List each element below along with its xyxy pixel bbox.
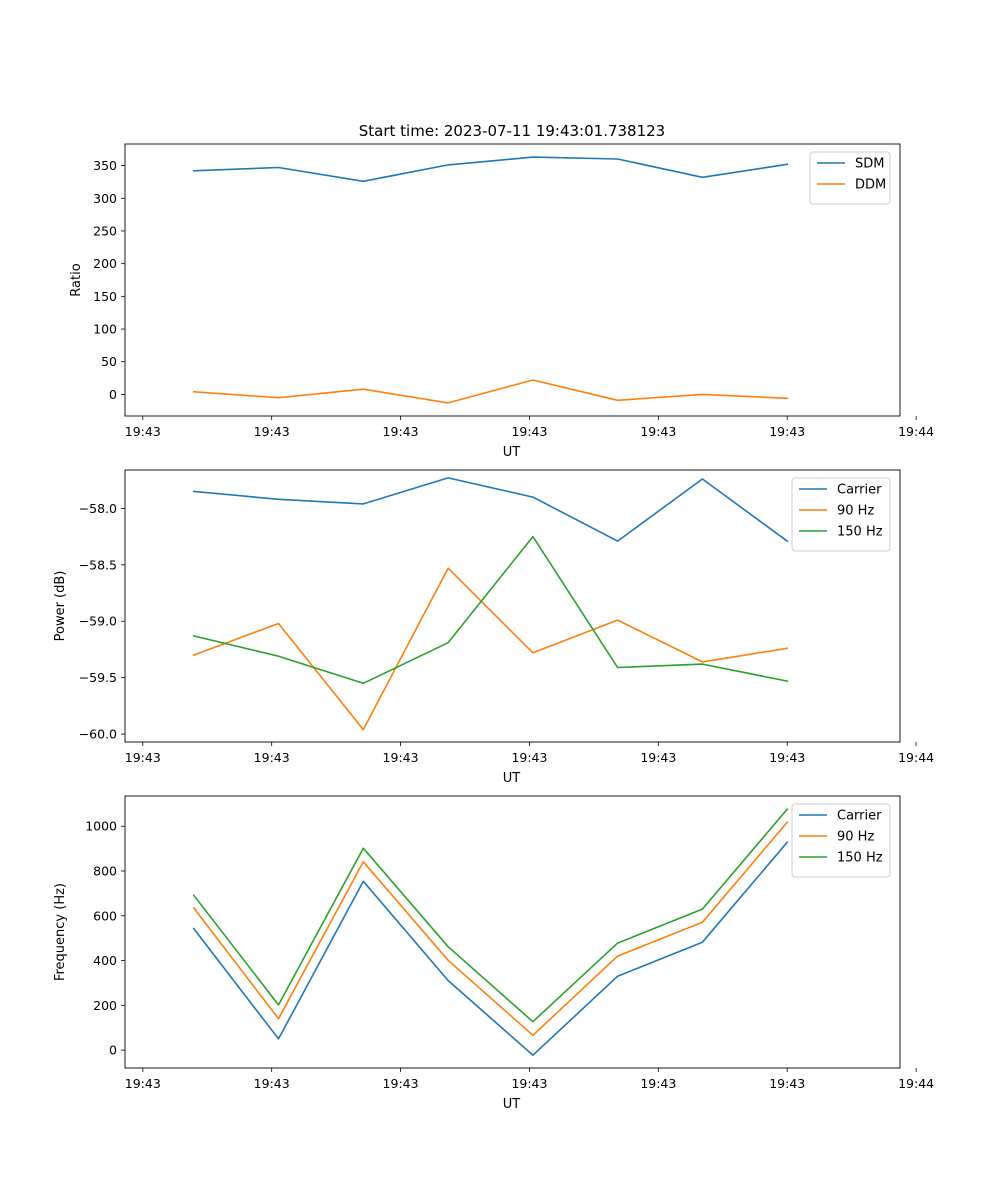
panel-2-x-tick-label: 19:43 [125, 750, 161, 765]
panel-3-series-line-1 [192, 841, 789, 1056]
panel-2-legend: Carrier 90 Hz 150 Hz [791, 477, 891, 552]
panel-3-legend: Carrier 90 Hz 150 Hz [791, 803, 891, 878]
panel-2-x-tick-label: 19:43 [769, 750, 805, 765]
panel-3-legend-label-2: 90 Hz [837, 830, 874, 845]
panel-1-series-group [192, 156, 789, 404]
panel-2-x-tick-label: 19:44 [898, 750, 934, 765]
panel-1-y-tick-label: 150 [93, 289, 117, 304]
panel-2-x-tick-label: 19:43 [254, 750, 290, 765]
panel-1: 19:43 19:43 19:43 19:43 19:43 19:43 19:44 0 50 10… [69, 143, 934, 460]
panel-3-series-line-2 [192, 821, 789, 1037]
panel-2-axes-frame [124, 469, 901, 743]
panel-1-x-tick-label: 19:43 [125, 424, 161, 439]
panel-3-y-tick-label: 200 [93, 998, 117, 1013]
panel-2-x-tick-label: 19:43 [640, 750, 676, 765]
panel-2-y-tick-label: −58.0 [79, 501, 117, 516]
panel-3-y-tick-label: 800 [93, 863, 117, 878]
panel-3-x-tick-label: 19:43 [769, 1076, 805, 1091]
panel-2: 19:43 19:43 19:43 19:43 19:43 19:43 19:44 −60.0… [53, 469, 934, 786]
panel-3-y-tick-label: 1000 [85, 819, 117, 834]
panel-3-x-tick-label: 19:43 [383, 1076, 419, 1091]
panel-3-y-tick-label: 600 [93, 908, 117, 923]
panel-3-axes-frame [124, 795, 901, 1069]
panel-3-legend-label-1: Carrier [837, 809, 882, 824]
panel-2-y-tick-label: −58.5 [79, 557, 117, 572]
panel-2-legend-box [791, 477, 891, 552]
panel-3-x-axis-label: UT [503, 1097, 521, 1112]
panel-2-y-tick-label: −59.5 [79, 670, 117, 685]
panel-1-x-tick-label: 19:44 [898, 424, 934, 439]
panel-1-y-tick-label: 0 [109, 387, 117, 402]
panel-2-series-line-1 [192, 477, 789, 543]
panel-1-series-line-2 [192, 379, 789, 404]
panel-2-x-axis-label: UT [503, 771, 521, 786]
chart-title: Start time: 2023-07-11 19:43:01.738123 [359, 122, 665, 140]
panel-2-y-tick-label: −59.0 [79, 614, 117, 629]
panel-1-axes-frame [124, 143, 901, 417]
panel-1-y-tick-label: 350 [93, 158, 117, 173]
panel-3-legend-label-3: 150 Hz [837, 851, 883, 866]
panel-3-x-tick-label: 19:43 [511, 1076, 547, 1091]
panel-2-x-tick-label: 19:43 [511, 750, 547, 765]
panel-3-x-tick-label: 19:43 [125, 1076, 161, 1091]
panel-3-series-line-3 [192, 808, 789, 1023]
panel-2-series-group [192, 477, 789, 731]
panel-1-y-tick-label: 50 [101, 354, 117, 369]
panel-3-series-group [192, 808, 789, 1056]
panel-1-x-axis-label: UT [503, 445, 521, 460]
panel-1-y-tick-label: 300 [93, 191, 117, 206]
panel-3-x-tick-label: 19:43 [254, 1076, 290, 1091]
panel-2-legend-label-1: Carrier [837, 483, 882, 498]
panel-3-x-tick-label: 19:43 [640, 1076, 676, 1091]
panel-1-legend-label-2: DDM [855, 178, 886, 193]
panel-1-y-axis-label: Ratio [69, 263, 84, 296]
panel-1-legend-box [809, 151, 891, 205]
panel-2-y-tick-label: −60.0 [79, 727, 117, 742]
panel-2-legend-label-2: 90 Hz [837, 504, 874, 519]
panel-2-legend-label-3: 150 Hz [837, 525, 883, 540]
panel-1-y-tick-label: 250 [93, 223, 117, 238]
panel-1-x-tick-label: 19:43 [769, 424, 805, 439]
panel-1-x-tick-label: 19:43 [640, 424, 676, 439]
panel-2-x-tick-label: 19:43 [383, 750, 419, 765]
panel-1-x-tick-label: 19:43 [511, 424, 547, 439]
panel-2-series-line-3 [192, 535, 789, 685]
panel-3-x-tick-label: 19:44 [898, 1076, 934, 1091]
panel-1-y-tick-label: 200 [93, 256, 117, 271]
panel-1-y-tick-label: 100 [93, 322, 117, 337]
panel-3-legend-box [791, 803, 891, 878]
panel-3-y-axis-label: Frequency (Hz) [53, 883, 68, 981]
panel-1-series-line-1 [192, 156, 789, 183]
panel-3-y-tick-label: 400 [93, 953, 117, 968]
panel-3: 19:43 19:43 19:43 19:43 19:43 19:43 19:44 0 200 4… [53, 795, 934, 1112]
panel-1-legend-label-1: SDM [855, 157, 884, 172]
panel-1-x-tick-label: 19:43 [254, 424, 290, 439]
panel-1-legend: SDM DDM [809, 151, 891, 205]
panel-3-y-tick-label: 0 [109, 1043, 117, 1058]
panel-2-series-line-2 [192, 567, 789, 731]
panel-2-y-axis-label: Power (dB) [53, 571, 68, 642]
panel-1-x-tick-label: 19:43 [383, 424, 419, 439]
